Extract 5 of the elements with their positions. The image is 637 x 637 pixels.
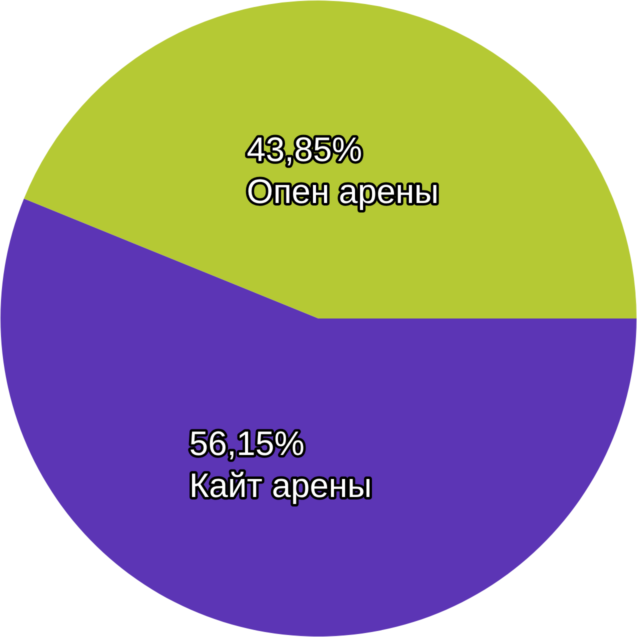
pie-slice	[24, 1, 636, 318]
data-label: 43,85%	[246, 130, 362, 169]
data-label: 56,15%	[189, 425, 305, 464]
slice-label: Опен арены	[246, 172, 439, 211]
slice-label: Кайт арены	[189, 467, 372, 506]
